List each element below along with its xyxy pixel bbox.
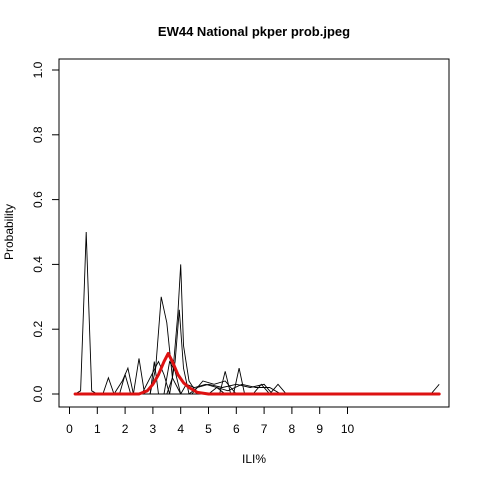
x-tick-label: 10 (341, 422, 355, 436)
y-tick-label: 0.2 (31, 321, 45, 338)
plot-frame (58, 58, 450, 408)
x-tick-label: 1 (94, 422, 101, 436)
x-tick-label: 0 (66, 422, 73, 436)
y-tick-label: 1.0 (31, 61, 45, 78)
x-tick-label: 6 (233, 422, 240, 436)
mean-layer (73, 352, 441, 396)
series-line-4 (75, 309, 440, 395)
x-tick-label: 5 (205, 422, 212, 436)
series-line-1 (74, 231, 440, 395)
series-line-2 (75, 296, 440, 395)
x-tick-label: 2 (122, 422, 129, 436)
x-tick-label: 3 (150, 422, 157, 436)
y-axis-label: Probability (2, 204, 16, 260)
mean-line (73, 352, 441, 396)
x-tick-label: 4 (177, 422, 184, 436)
y-axis: 0.0 0.2 0.4 0.6 0.8 1.0 (31, 61, 60, 402)
x-tick-label: 7 (261, 422, 268, 436)
y-tick-label: 0.4 (31, 256, 45, 273)
y-tick-label: 0.6 (31, 191, 45, 208)
x-axis: 0 1 2 3 4 5 6 7 8 9 10 (66, 406, 355, 436)
x-tick-label: 9 (316, 422, 323, 436)
x-tick-label: 8 (289, 422, 296, 436)
y-tick-label: 0.0 (31, 385, 45, 402)
x-axis-label: ILI% (242, 452, 266, 466)
series-layer (74, 231, 440, 395)
chart-title: EW44 National pkper prob.jpeg (158, 24, 350, 39)
y-tick-label: 0.8 (31, 126, 45, 143)
series-line-13 (75, 383, 440, 395)
